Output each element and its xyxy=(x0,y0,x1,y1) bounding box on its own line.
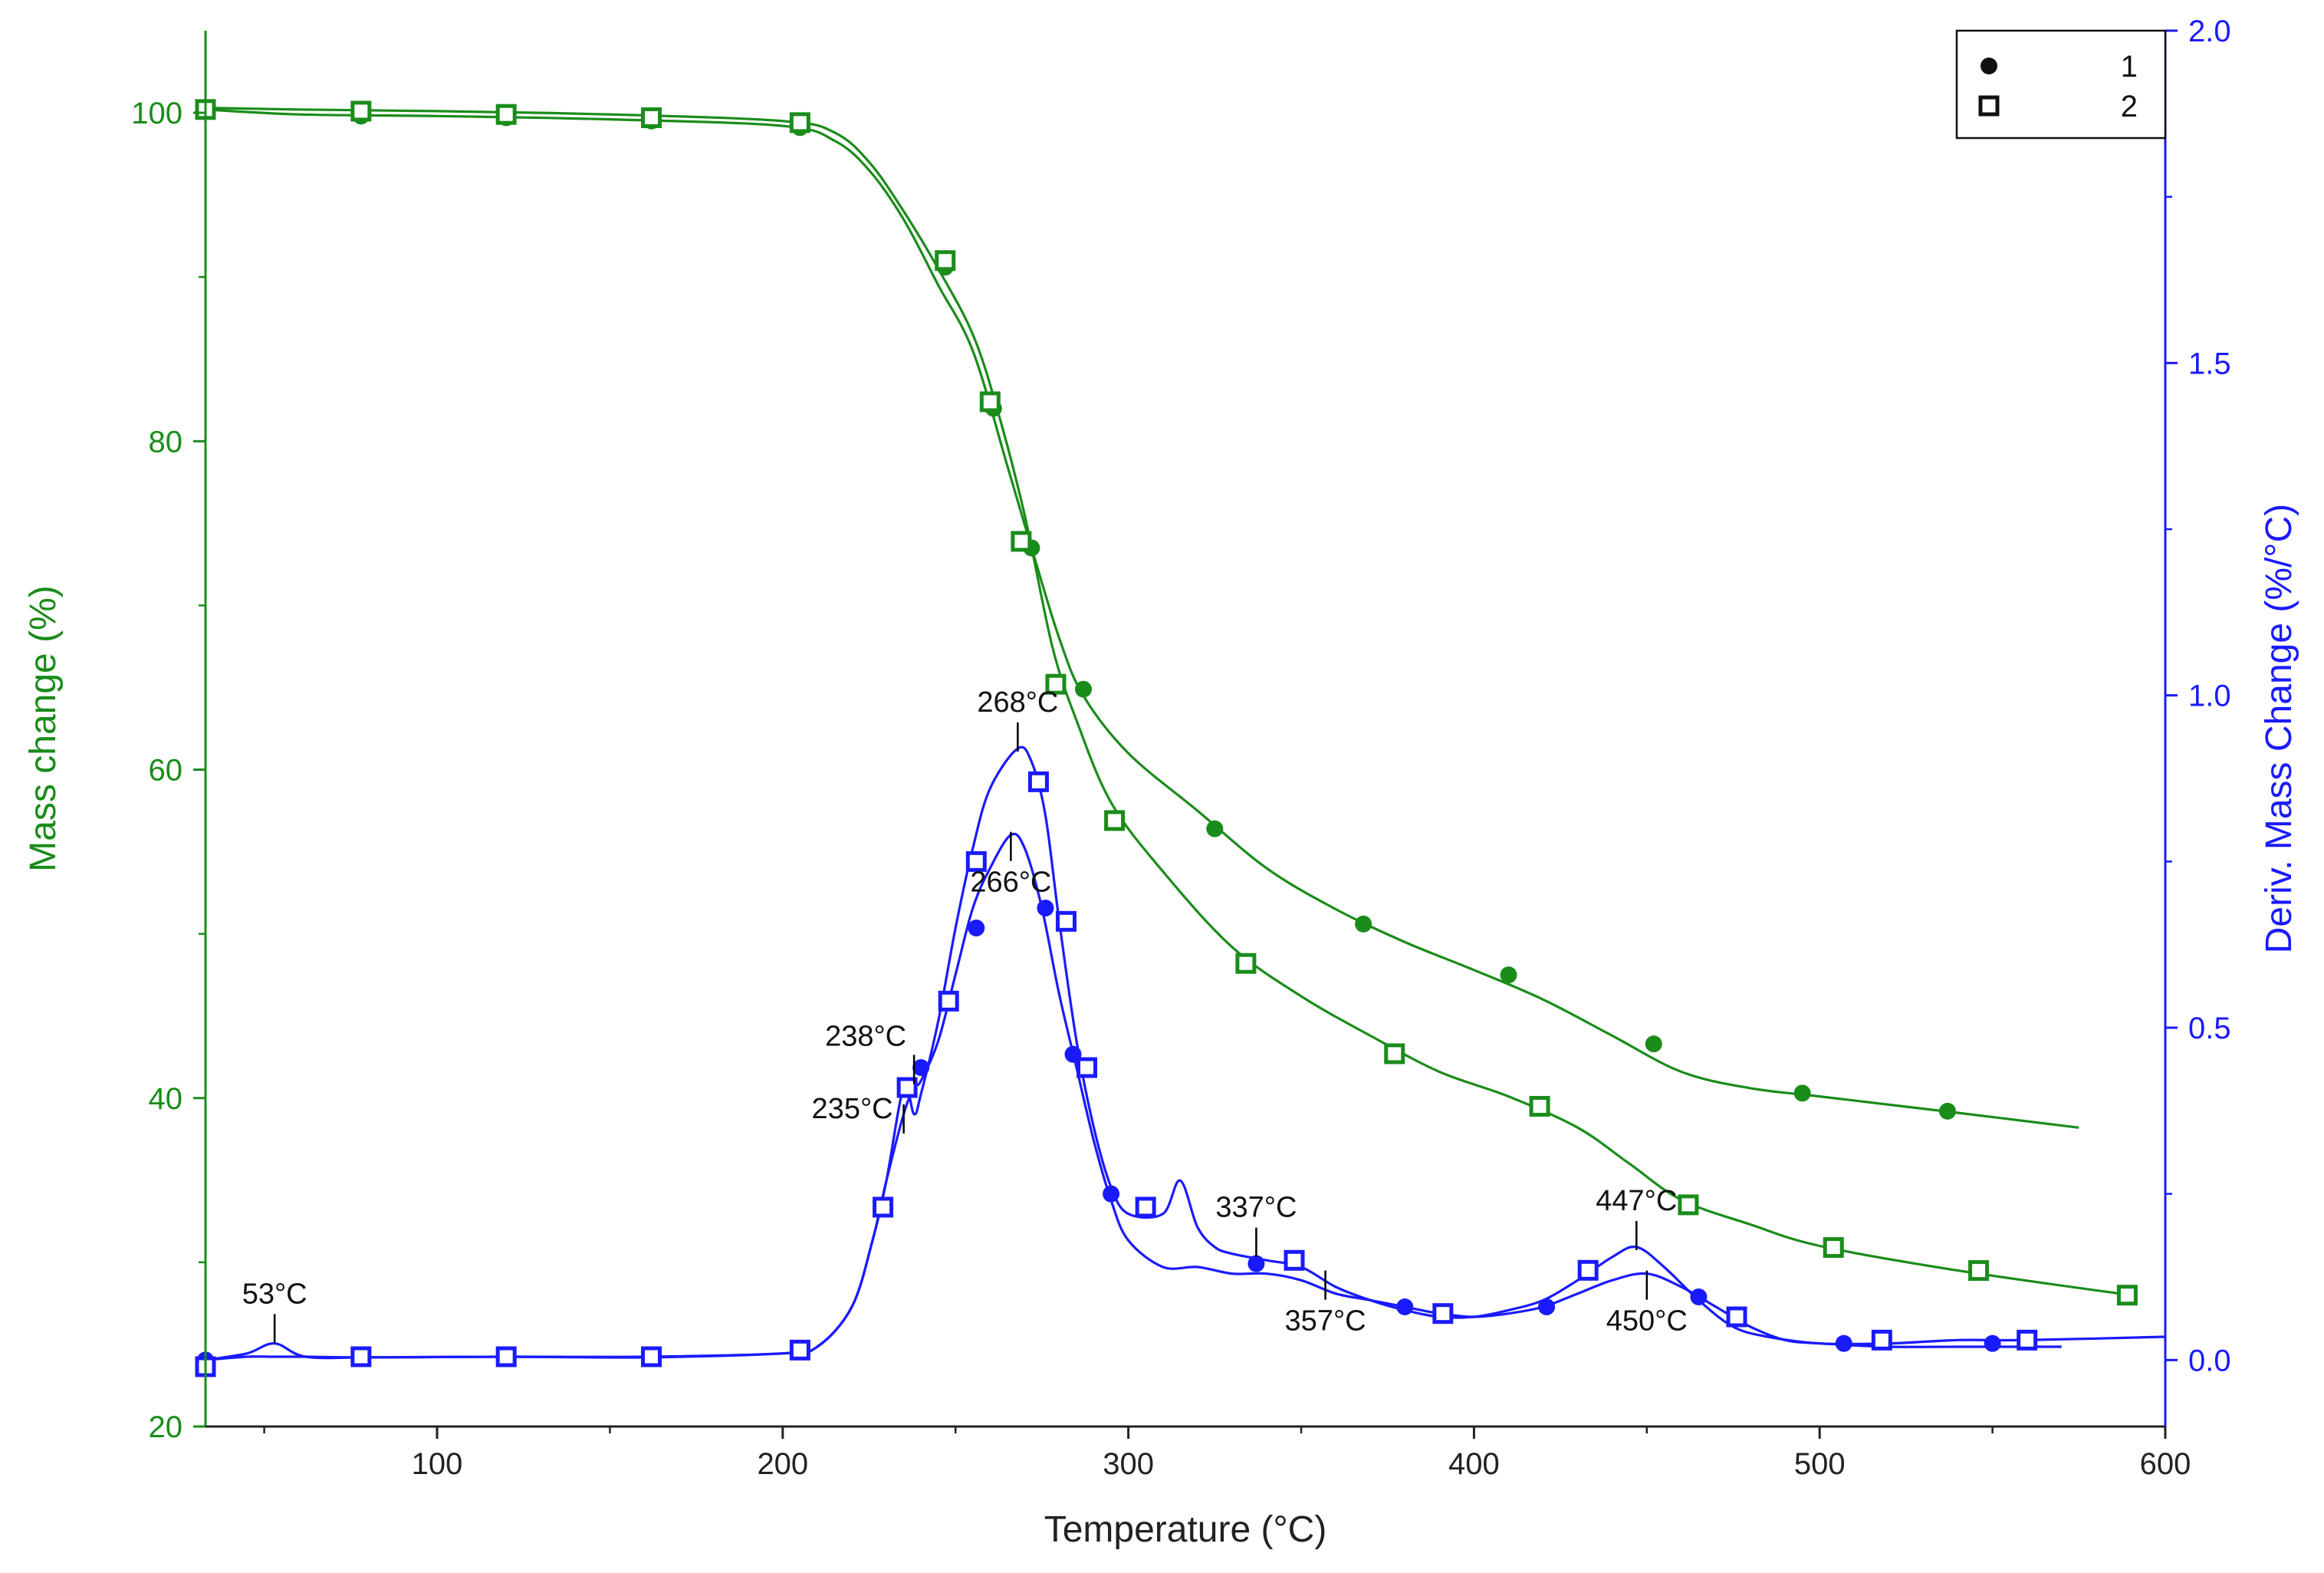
data-point-mass-2 xyxy=(1235,953,1257,974)
series-line-mass-2 xyxy=(205,107,2132,1297)
data-point-mass-2 xyxy=(935,250,956,271)
data-point-mass-1 xyxy=(1206,820,1224,838)
axes-layer: 100 200 300 400 500 600 20 40 60 80 100 0.0 0.5 1.0 1.… xyxy=(23,15,2299,1550)
legend-marker-square xyxy=(1978,95,2000,117)
legend-box xyxy=(1955,29,2167,140)
data-point-deriv-1 xyxy=(1247,1255,1265,1272)
data-point-deriv-2 xyxy=(1284,1249,1305,1271)
data-point-mass-2 xyxy=(1823,1237,1844,1259)
data-point-deriv-1 xyxy=(1835,1334,1852,1352)
data-point-deriv-1 xyxy=(1690,1288,1708,1305)
data-point-mass-2 xyxy=(1968,1260,1990,1282)
annotation-label: 53°C xyxy=(242,1278,307,1310)
data-point-deriv-2 xyxy=(2017,1329,2038,1351)
y-left-axis-title: Mass change (%) xyxy=(23,585,64,871)
annotation-label: 337°C xyxy=(1215,1192,1297,1224)
data-point-mass-1 xyxy=(1645,1035,1662,1053)
annotation-label: 357°C xyxy=(1285,1305,1366,1338)
data-point-mass-2 xyxy=(1011,531,1032,552)
data-point-deriv-2 xyxy=(1432,1303,1454,1325)
data-point-deriv-2 xyxy=(938,990,959,1012)
data-point-mass-2 xyxy=(1678,1194,1699,1216)
data-point-deriv-1 xyxy=(1037,900,1054,916)
markers-layer xyxy=(195,99,2138,1377)
data-point-mass-2 xyxy=(2116,1285,2138,1306)
data-point-deriv-2 xyxy=(1077,1057,1098,1078)
data-point-deriv-1 xyxy=(968,920,985,936)
series-line-deriv-2 xyxy=(205,745,2166,1361)
data-point-mass-2 xyxy=(1529,1095,1550,1117)
y-left-tick-label: 40 xyxy=(149,1082,183,1116)
legend-label: 2 xyxy=(2121,90,2138,123)
data-point-mass-1 xyxy=(1939,1102,1956,1120)
data-point-mass-1 xyxy=(1355,915,1372,933)
y-right-axis-title: Deriv. Mass Change (%/°C) xyxy=(2259,504,2299,953)
legend-label: 1 xyxy=(2121,50,2138,84)
data-point-deriv-2 xyxy=(1055,910,1077,932)
data-point-mass-1 xyxy=(1793,1084,1811,1102)
data-point-mass-2 xyxy=(350,100,372,122)
y-right-tick-label: 0.0 xyxy=(2188,1344,2231,1377)
x-axis-title: Temperature (°C) xyxy=(1044,1509,1327,1550)
data-point-mass-2 xyxy=(1104,810,1126,831)
x-tick-label: 400 xyxy=(1448,1447,1500,1481)
data-point-deriv-2 xyxy=(1726,1306,1747,1328)
annotation-label: 268°C xyxy=(977,686,1058,719)
data-point-deriv-2 xyxy=(350,1346,372,1367)
x-tick-label: 500 xyxy=(1794,1447,1846,1481)
data-point-deriv-2 xyxy=(641,1346,662,1367)
data-point-mass-1 xyxy=(1500,966,1517,984)
y-right-tick-label: 1.0 xyxy=(2188,680,2231,713)
data-point-mass-2 xyxy=(641,107,662,128)
data-point-deriv-2 xyxy=(1871,1329,1892,1351)
annotation-label: 450°C xyxy=(1606,1305,1688,1338)
y-left-tick-label: 20 xyxy=(149,1410,183,1444)
y-left-tick-label: 80 xyxy=(149,425,183,459)
y-right-tick-label: 1.5 xyxy=(2188,347,2231,380)
y-right-tick-label: 2.0 xyxy=(2188,15,2231,48)
x-tick-label: 300 xyxy=(1103,1447,1154,1481)
data-point-mass-2 xyxy=(979,391,1001,413)
annotation-label: 238°C xyxy=(825,1020,906,1052)
data-point-deriv-2 xyxy=(1577,1259,1599,1281)
data-point-mass-2 xyxy=(1384,1043,1405,1065)
data-point-deriv-1 xyxy=(1538,1298,1556,1315)
curves-layer xyxy=(205,107,2166,1361)
x-tick-label: 200 xyxy=(757,1447,808,1481)
annotation-label: 447°C xyxy=(1596,1185,1677,1217)
data-point-deriv-2 xyxy=(1027,771,1049,792)
data-point-deriv-2 xyxy=(495,1346,517,1367)
data-point-deriv-2 xyxy=(1135,1196,1156,1218)
data-point-deriv-1 xyxy=(1984,1334,2001,1352)
data-point-mass-2 xyxy=(789,112,810,133)
x-tick-label: 600 xyxy=(2140,1447,2191,1481)
series-line-deriv-1 xyxy=(205,832,2062,1361)
legend-marker-circle xyxy=(1980,58,1997,74)
data-point-mass-1 xyxy=(1075,680,1093,698)
data-point-deriv-2 xyxy=(965,851,987,872)
annotations-layer: 53°C 268°C 266°C 238°C 235°C 337°C 357°C 447°C 4… xyxy=(242,686,1688,1344)
data-point-deriv-1 xyxy=(1396,1298,1414,1315)
data-point-deriv-2 xyxy=(789,1339,810,1361)
data-point-deriv-2 xyxy=(896,1077,918,1098)
series-line-mass-1 xyxy=(205,108,2079,1129)
data-point-deriv-2 xyxy=(873,1196,894,1218)
y-left-tick-label: 60 xyxy=(149,754,183,788)
y-left-tick-label: 100 xyxy=(131,97,182,130)
y-right-tick-label: 0.5 xyxy=(2188,1012,2231,1045)
data-point-mass-2 xyxy=(495,104,517,125)
legend: 12 xyxy=(1955,29,2167,140)
annotation-label: 266°C xyxy=(970,867,1051,899)
data-point-deriv-1 xyxy=(912,1059,930,1076)
x-tick-label: 100 xyxy=(412,1447,463,1481)
data-point-deriv-1 xyxy=(1103,1185,1120,1203)
annotation-label: 235°C xyxy=(812,1093,893,1125)
data-point-mass-2 xyxy=(1045,673,1067,695)
